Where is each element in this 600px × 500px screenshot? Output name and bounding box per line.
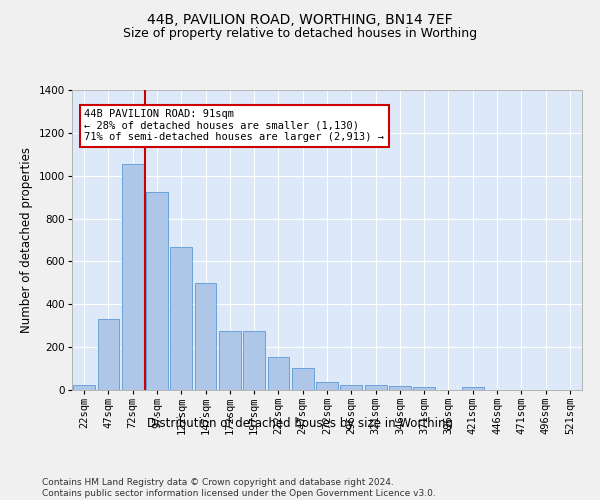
Bar: [365, 384, 386, 390]
Text: Contains HM Land Registry data © Crown copyright and database right 2024.
Contai: Contains HM Land Registry data © Crown c…: [42, 478, 436, 498]
Bar: [122, 164, 143, 390]
Bar: [97, 319, 119, 390]
Bar: [340, 384, 362, 390]
Text: Distribution of detached houses by size in Worthing: Distribution of detached houses by size …: [147, 418, 453, 430]
Bar: [243, 331, 265, 390]
Bar: [316, 382, 338, 390]
Bar: [413, 388, 435, 390]
Bar: [170, 247, 192, 390]
Bar: [219, 331, 241, 390]
Bar: [462, 388, 484, 390]
Bar: [389, 386, 411, 390]
Text: 44B PAVILION ROAD: 91sqm
← 28% of detached houses are smaller (1,130)
71% of sem: 44B PAVILION ROAD: 91sqm ← 28% of detach…: [85, 110, 385, 142]
Bar: [73, 386, 95, 390]
Bar: [292, 368, 314, 390]
Bar: [268, 358, 289, 390]
Bar: [146, 192, 168, 390]
Text: Size of property relative to detached houses in Worthing: Size of property relative to detached ho…: [123, 28, 477, 40]
Bar: [194, 284, 217, 390]
Y-axis label: Number of detached properties: Number of detached properties: [20, 147, 33, 333]
Text: 44B, PAVILION ROAD, WORTHING, BN14 7EF: 44B, PAVILION ROAD, WORTHING, BN14 7EF: [147, 12, 453, 26]
